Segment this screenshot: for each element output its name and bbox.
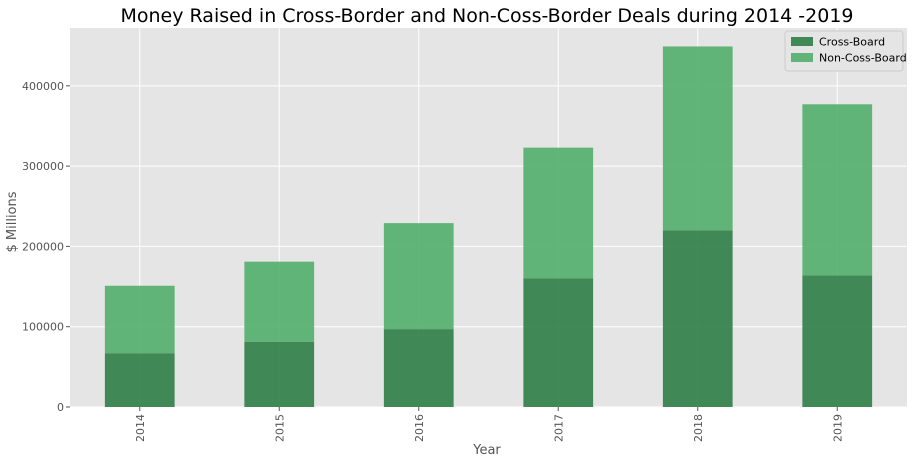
bar-non-cross-border-2017 xyxy=(523,147,594,279)
x-axis-ticks: 2014 2015 2016 2017 2018 2019 xyxy=(134,407,844,442)
x-tick-label: 2019 xyxy=(831,414,844,442)
legend-box xyxy=(784,30,904,72)
bar-cross-border-2018 xyxy=(662,230,733,407)
bar-cross-border-2014 xyxy=(104,353,175,407)
y-tick-label: 400000 xyxy=(22,80,64,93)
legend: Cross-Board Non-Coss-Board xyxy=(784,30,907,72)
grid-lines xyxy=(70,28,907,408)
legend-label: Cross-Board xyxy=(819,36,885,49)
bar-non-cross-border-2016 xyxy=(383,223,454,330)
chart-title: Money Raised in Cross-Border and Non-Cos… xyxy=(120,5,853,27)
y-axis-label: $ Millions xyxy=(5,191,20,252)
legend-label: Non-Coss-Board xyxy=(819,52,907,65)
y-tick-label: 200000 xyxy=(22,240,64,253)
y-tick-label: 300000 xyxy=(22,160,64,173)
y-tick-label: 100000 xyxy=(22,321,64,334)
bar-non-cross-border-2019 xyxy=(802,104,873,276)
bar-non-cross-border-2015 xyxy=(244,261,315,342)
legend-swatch xyxy=(791,37,813,46)
x-tick-label: 2016 xyxy=(413,414,426,442)
x-tick-label: 2017 xyxy=(552,414,565,442)
plot-background xyxy=(70,28,907,407)
legend-swatch xyxy=(791,53,813,62)
y-axis-ticks: 0 100000 200000 300000 400000 xyxy=(22,80,70,414)
x-tick-label: 2015 xyxy=(273,414,286,442)
bar-non-cross-border-2014 xyxy=(104,285,175,354)
bar-non-cross-border-2018 xyxy=(662,46,733,231)
bar-cross-border-2015 xyxy=(244,341,315,407)
bar-cross-border-2016 xyxy=(383,329,454,407)
x-axis-label: Year xyxy=(472,443,501,458)
bars xyxy=(104,46,873,407)
y-tick-label: 0 xyxy=(57,401,64,414)
bar-cross-border-2019 xyxy=(802,275,873,407)
x-tick-label: 2014 xyxy=(134,414,147,442)
bar-cross-border-2017 xyxy=(523,278,594,407)
x-tick-label: 2018 xyxy=(692,414,705,442)
